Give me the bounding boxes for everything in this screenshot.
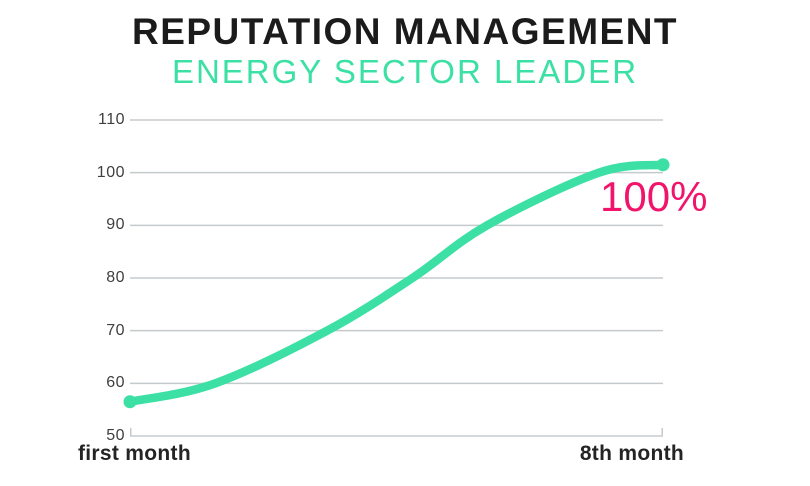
- chart-title: REPUTATION MANAGEMENT: [131, 11, 679, 52]
- data-point-dot: [656, 158, 670, 172]
- x-tick-label-first-month: first month: [78, 442, 191, 465]
- y-tick-label: 60: [106, 374, 125, 392]
- y-tick-label: 90: [106, 216, 125, 234]
- y-tick-label: 100: [96, 163, 125, 181]
- chart-subtitle: ENERGY SECTOR LEADER: [171, 53, 639, 90]
- y-tick-label: 80: [106, 269, 125, 286]
- trend-line: [125, 160, 668, 407]
- x-tick-label-8th-month: 8th month: [579, 442, 684, 465]
- data-point-dot: [123, 395, 137, 409]
- y-tick-label: 110: [97, 111, 125, 128]
- y-tick-label: 50: [106, 427, 125, 444]
- y-tick-label: 70: [106, 321, 125, 339]
- end-value-label: 100%: [600, 173, 708, 220]
